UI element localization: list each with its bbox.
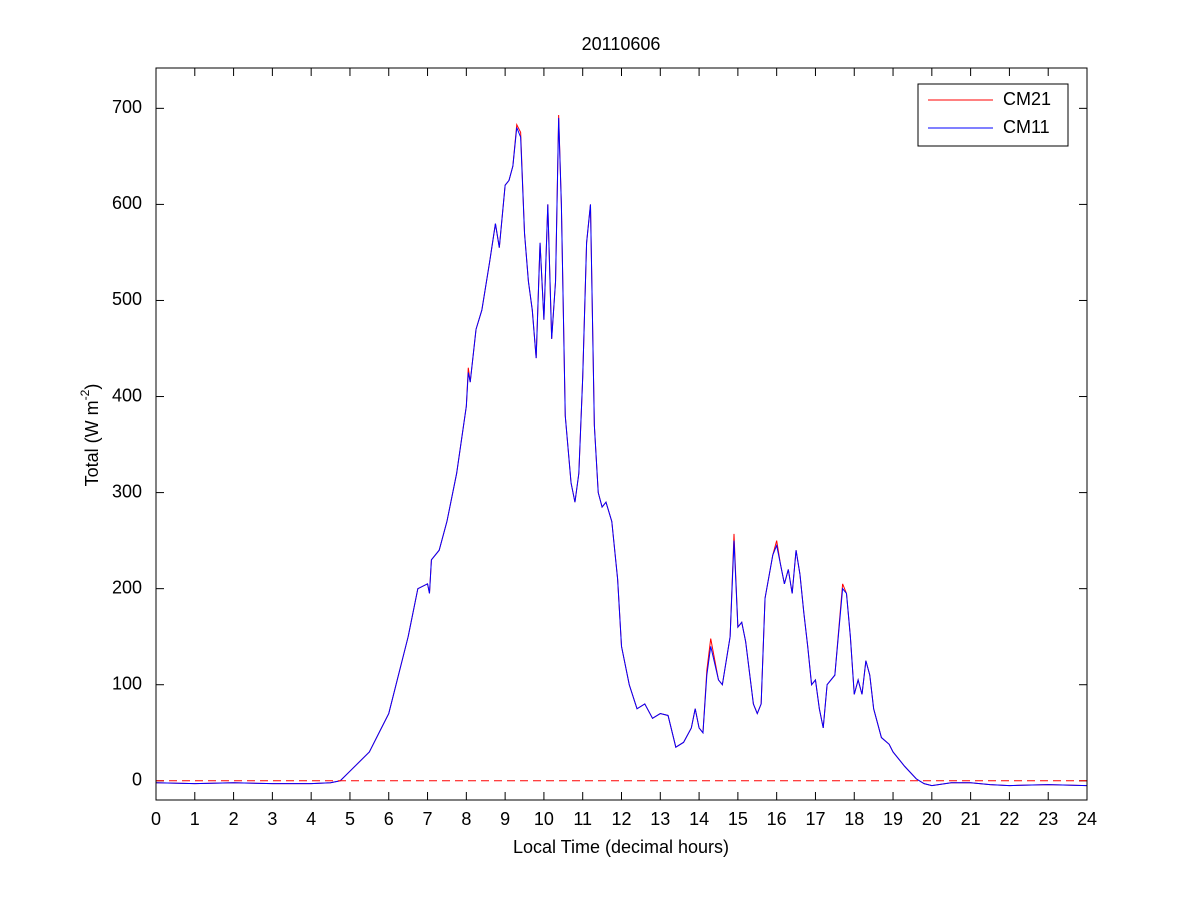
x-tick-label: 6 [384, 809, 394, 829]
x-tick-label: 12 [611, 809, 631, 829]
x-tick-label: 4 [306, 809, 316, 829]
plot-frame [155, 67, 1088, 801]
x-tick-label: 22 [999, 809, 1019, 829]
x-tick-label: 8 [461, 809, 471, 829]
y-label-sup: -2 [78, 389, 92, 400]
legend-label: CM11 [1003, 117, 1050, 137]
x-tick-label: 21 [961, 809, 981, 829]
x-tick-label: 24 [1077, 809, 1097, 829]
data-line [155, 117, 1088, 787]
x-tick-label: 9 [500, 809, 510, 829]
x-tick-label: 11 [573, 809, 592, 829]
x-tick-label: 7 [423, 809, 433, 829]
x-tick-label: 17 [805, 809, 825, 829]
x-tick-label: 18 [844, 809, 864, 829]
x-tick-label: 19 [883, 809, 903, 829]
x-tick-label: 13 [650, 809, 670, 829]
x-tick-label: 14 [689, 809, 709, 829]
y-tick-label: 300 [112, 481, 142, 501]
y-tick-label: 200 [112, 577, 142, 597]
x-tick-label: 2 [229, 809, 239, 829]
y-tick-label: 100 [112, 673, 142, 693]
x-tick-label: 23 [1038, 809, 1058, 829]
x-tick-label: 20 [922, 809, 942, 829]
x-tick-label: 15 [728, 809, 748, 829]
x-tick-label: 1 [190, 809, 200, 829]
x-tick-label: 0 [151, 809, 161, 829]
legend-box [917, 83, 1069, 147]
y-label-end: ) [82, 384, 102, 390]
y-tick-label: 500 [112, 289, 142, 309]
chart-title: 20110606 [582, 34, 661, 54]
x-tick-label: 16 [767, 809, 787, 829]
y-axis-label: Total (W m-2) [78, 384, 102, 487]
x-tick-label: 10 [534, 809, 554, 829]
y-label-main: Total (W m [82, 400, 102, 486]
y-tick-label: 600 [112, 193, 142, 213]
y-tick-label: 0 [132, 770, 142, 790]
x-axis-label: Local Time (decimal hours) [513, 837, 729, 857]
x-tick-label: 5 [345, 809, 355, 829]
legend-label: CM21 [1003, 89, 1051, 109]
y-tick-label: 700 [112, 97, 142, 117]
y-tick-label: 400 [112, 385, 142, 405]
x-tick-label: 3 [267, 809, 277, 829]
